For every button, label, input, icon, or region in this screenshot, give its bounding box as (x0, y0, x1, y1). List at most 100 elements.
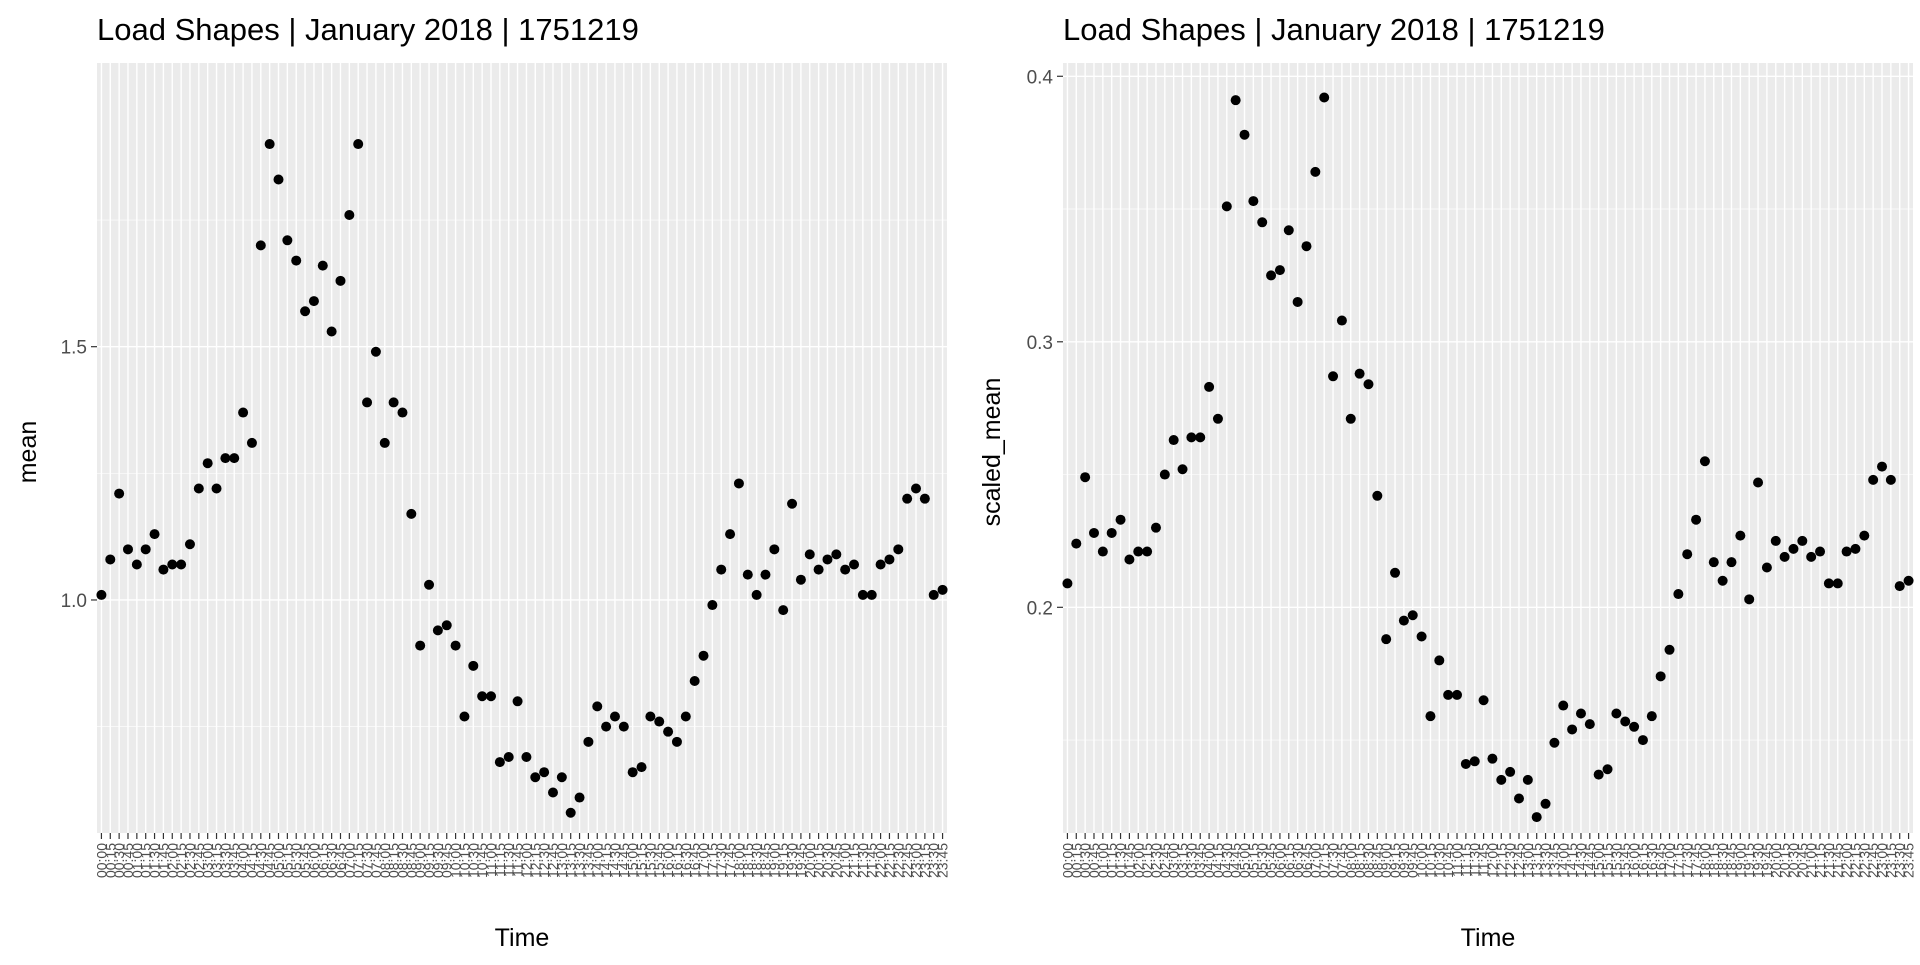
right-data-point (1204, 381, 1215, 392)
right-data-point (1487, 753, 1498, 764)
right-data-point (1142, 546, 1153, 557)
right-data-point (1496, 774, 1507, 785)
right-data-point (1868, 474, 1879, 485)
left-data-point (158, 564, 169, 575)
right-x-tick-label: 05:00 (1237, 843, 1253, 878)
right-x-tick-label: 10:00 (1414, 843, 1430, 878)
right-panel-background (1063, 63, 1913, 833)
right-x-tick-label: 20:45 (1794, 843, 1810, 878)
right-x-tick-label: 17:30 (1679, 843, 1695, 878)
left-data-point (441, 620, 452, 631)
right-x-tick-label: 18:00 (1697, 843, 1713, 878)
left-x-tick-label: 21:00 (837, 843, 853, 878)
right-data-point (1319, 92, 1330, 103)
right-x-tick-label: 13:15 (1529, 843, 1545, 878)
right-data-point (1443, 689, 1454, 700)
right-data-point (1177, 464, 1188, 475)
right-x-tick-label: 03:30 (1183, 843, 1199, 878)
right-data-point (1310, 166, 1321, 177)
right-y-axis-label: scaled_mean (978, 378, 1006, 527)
left-x-tick-label: 09:00 (412, 843, 428, 878)
left-x-tick-label: 08:45 (403, 843, 419, 878)
right-data-point (1328, 371, 1339, 382)
right-x-tick-label: 11:15 (1458, 843, 1474, 877)
left-x-tick-label: 11:30 (501, 843, 517, 877)
right-x-tick-label: 17:45 (1688, 843, 1704, 878)
left-y-tick-label: 1.0 (61, 591, 87, 612)
left-x-tick-label: 11:00 (483, 843, 499, 877)
left-x-tick-label: 01:45 (155, 843, 171, 878)
left-data-point (804, 549, 815, 560)
left-x-tick-label: 05:15 (279, 843, 295, 878)
left-x-tick-label: 23:15 (917, 843, 933, 878)
left-x-tick-label: 21:45 (864, 843, 880, 878)
right-data-point (1567, 724, 1578, 735)
right-x-tick-label: 01:00 (1095, 843, 1111, 878)
left-x-tick-label: 07:45 (368, 843, 384, 878)
right-x-axis-label: Time (1461, 924, 1516, 952)
right-data-point (1655, 671, 1666, 682)
left-x-tick-label: 13:00 (554, 843, 570, 878)
left-data-point (556, 772, 567, 783)
left-x-tick-label: 22:15 (881, 843, 897, 878)
right-x-tick-label: 08:00 (1343, 843, 1359, 878)
left-data-point (866, 589, 877, 600)
right-data-point (1593, 769, 1604, 780)
left-x-tick-label: 09:45 (439, 843, 455, 878)
right-x-tick-label: 15:00 (1591, 843, 1607, 878)
left-data-point (902, 493, 913, 504)
right-data-point (1832, 578, 1843, 589)
left-data-point (663, 726, 674, 737)
left-data-point (689, 676, 700, 687)
left-data-point (105, 554, 116, 565)
right-x-tick-label: 22:30 (1856, 843, 1872, 878)
left-x-tick-label: 01:15 (138, 843, 154, 878)
left-x-tick-label: 06:45 (332, 843, 348, 878)
right-x-tick-label: 07:15 (1316, 843, 1332, 878)
left-x-tick-label: 19:45 (793, 843, 809, 878)
right-x-tick-label: 01:15 (1104, 843, 1120, 878)
left-x-tick-label: 06:15 (315, 843, 331, 878)
right-x-tick-label: 20:00 (1768, 843, 1784, 878)
left-x-tick-label: 09:30 (430, 843, 446, 878)
left-x-tick-label: 19:30 (784, 843, 800, 878)
right-data-point (1345, 413, 1356, 424)
right-data-point (1257, 217, 1268, 228)
left-panel-background (97, 63, 947, 833)
left-data-point (831, 549, 842, 560)
left-x-tick-label: 02:45 (191, 843, 207, 878)
left-data-point (131, 559, 142, 570)
left-y-tick-label: 1.5 (61, 338, 87, 359)
right-x-tick-label: 11:30 (1467, 843, 1483, 877)
right-data-point (1611, 708, 1622, 719)
right-x-tick-label: 08:15 (1352, 843, 1368, 878)
right-x-tick-label: 14:30 (1573, 843, 1589, 878)
left-x-tick-label: 16:15 (669, 843, 685, 878)
left-x-tick-label: 15:15 (634, 843, 650, 878)
right-x-tick-label: 16:15 (1635, 843, 1651, 878)
right-data-point (1629, 721, 1640, 732)
left-data-point (122, 544, 133, 555)
right-data-point (1708, 557, 1719, 568)
left-data-point (813, 564, 824, 575)
left-x-tick-label: 08:00 (377, 843, 393, 878)
right-data-point (1797, 535, 1808, 546)
right-x-tick-label: 14:45 (1582, 843, 1598, 878)
left-x-tick-label: 16:00 (660, 843, 676, 878)
right-data-point (1336, 315, 1347, 326)
left-data-point (273, 174, 284, 185)
right-data-point (1788, 543, 1799, 554)
left-x-tick-label: 00:00 (93, 843, 109, 878)
right-y-tick-label: 0.3 (1027, 333, 1053, 354)
right-data-point (1186, 432, 1197, 443)
right-x-tick-label: 10:15 (1422, 843, 1438, 878)
right-x-tick-label: 12:00 (1484, 843, 1500, 878)
left-data-point (432, 625, 443, 636)
left-x-tick-label: 00:15 (102, 843, 118, 878)
left-x-tick-label: 21:30 (855, 843, 871, 878)
right-x-tick-label: 15:15 (1600, 843, 1616, 878)
left-data-point (229, 453, 240, 464)
left-x-tick-label: 05:45 (297, 843, 313, 878)
right-x-tick-label: 19:15 (1741, 843, 1757, 878)
right-x-tick-label: 04:00 (1201, 843, 1217, 878)
